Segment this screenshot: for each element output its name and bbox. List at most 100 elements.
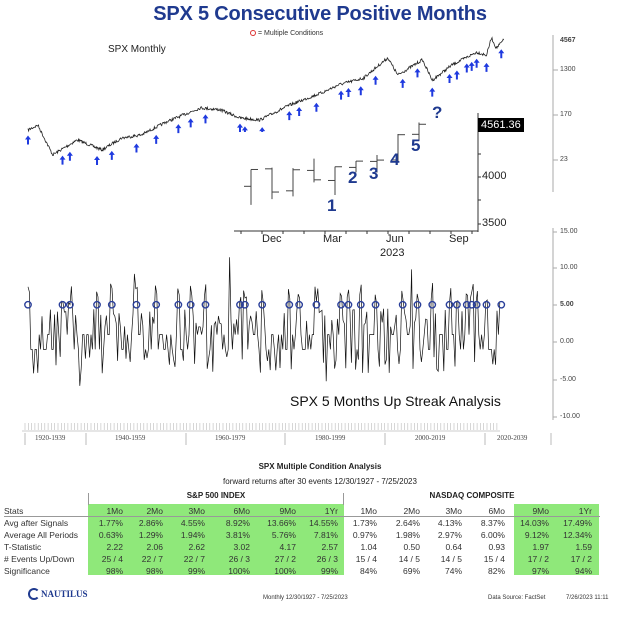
signal-circle [312, 300, 321, 309]
table-cell: 0.63% [98, 530, 123, 540]
table-cell: 22 / 7 [183, 554, 205, 564]
table-cell: 15 / 4 [483, 554, 505, 564]
inset-x-tick: Jun [386, 233, 404, 245]
table-cell: 4.17 [279, 542, 296, 552]
table-cell: 0.64 [445, 542, 462, 552]
table-cell: 17 / 2 [527, 554, 549, 564]
table-cell: 4.13% [437, 518, 462, 528]
legend: = Multiple Conditions [250, 30, 323, 37]
table-cell: 0.97% [352, 530, 377, 540]
signal-arrow-icon [453, 70, 460, 80]
table-subtitle: forward returns after 30 events 12/30/19… [223, 477, 417, 486]
chart-title: SPX 5 Consecutive Positive Months [153, 3, 487, 25]
table-cell: 99% [187, 566, 205, 576]
signal-arrow-icon [241, 126, 248, 136]
signal-circle [413, 300, 422, 309]
signal-circle [107, 300, 116, 309]
table-cell: 2.97% [437, 530, 462, 540]
table-cell: 1.94% [180, 530, 205, 540]
table-cell: 6.00% [480, 530, 505, 540]
table-cell: 27 / 2 [274, 554, 296, 564]
table-cell: 94% [574, 566, 592, 576]
table-cell: 1.29% [138, 530, 163, 540]
signal-arrow-icon [153, 134, 160, 144]
osc-chart-title: SPX 5 Months Up Streak Analysis [290, 393, 501, 409]
table-cell: 1.04 [360, 542, 377, 552]
signal-circle [462, 300, 471, 309]
inset-x-tick: Dec [262, 233, 282, 245]
table-cell: 100% [228, 566, 250, 576]
column-header: 6Mo [488, 506, 505, 516]
osc-y-tick: 15.00 [560, 228, 578, 235]
table-cell: 17 / 2 [570, 554, 592, 564]
table-cell: 14 / 5 [398, 554, 420, 564]
signal-arrow-icon [345, 87, 352, 97]
legend-label: = Multiple Conditions [258, 30, 324, 37]
signal-arrow-icon [338, 90, 345, 100]
table-cell: 0.50 [403, 542, 420, 552]
column-header: 9Mo [279, 506, 296, 516]
table-cell: 22 / 7 [141, 554, 163, 564]
column-header: 1Yr [578, 506, 592, 516]
streak-count-label: 1 [327, 196, 337, 215]
streak-oscillator-line [27, 257, 501, 386]
signal-circle [472, 300, 481, 309]
signal-arrow-icon [414, 68, 421, 78]
signal-circle [344, 300, 353, 309]
circle-marker-icon [250, 30, 256, 36]
table-cell: 8.37% [480, 518, 505, 528]
logo-text: NAUTILUS [41, 589, 88, 599]
signal-arrow-icon [59, 155, 66, 165]
inset-y-tick: 4000 [482, 170, 507, 182]
signal-circle [428, 300, 437, 309]
osc-y-tick: 0.00 [560, 338, 574, 345]
table-cell: 1.97 [532, 542, 549, 552]
row-label: # Events Up/Down [4, 554, 75, 564]
signal-circle [236, 300, 244, 309]
table-cell: 26 / 3 [316, 554, 338, 564]
table-title: SPX Multiple Condition Analysis [258, 462, 382, 471]
signal-circle [241, 300, 249, 309]
table-cell: 8.92% [225, 518, 250, 528]
signal-arrow-icon [236, 123, 243, 133]
decade-label: 2020-2039 [497, 434, 528, 442]
table-cell: 1.98% [395, 530, 420, 540]
signal-circle [482, 300, 491, 309]
column-header: 1Mo [360, 506, 377, 516]
signal-circle [58, 300, 67, 309]
streak-count-label: 3 [369, 164, 379, 183]
signal-arrow-icon [94, 156, 101, 166]
signal-arrow-icon [133, 143, 140, 153]
signal-circle [497, 300, 506, 309]
footer-timestamp: 7/26/2023 11:11 [566, 595, 609, 601]
top-y-tick: 170 [560, 111, 572, 118]
table-cell: 4.55% [180, 518, 205, 528]
decade-label: 1980-1999 [315, 434, 346, 442]
signal-circle [398, 300, 407, 309]
signal-arrow-icon [286, 111, 293, 121]
last-price-label: 4561.36 [478, 118, 524, 132]
table-cell: 84% [359, 566, 377, 576]
footer-source: Data Source: FactSet [488, 595, 546, 601]
table-cell: 7.81% [313, 530, 338, 540]
signal-arrow-icon [399, 78, 406, 88]
signal-arrow-icon [202, 114, 209, 124]
group-header-nasdaq: NASDAQ COMPOSITE [429, 491, 515, 500]
column-header: 2Mo [146, 506, 163, 516]
signal-arrow-icon [372, 75, 379, 85]
signal-circle [445, 300, 454, 309]
table-cell: 14 / 5 [440, 554, 462, 564]
signal-circle [467, 300, 476, 309]
top-y-tick: 4567 [560, 37, 576, 44]
table-cell: 98% [145, 566, 163, 576]
signal-circle [174, 300, 183, 309]
signal-arrow-icon [25, 135, 31, 145]
signal-circle [186, 300, 195, 309]
top-y-tick: 23 [560, 156, 568, 163]
column-header: 9Mo [532, 506, 549, 516]
top-y-tick: 1300 [560, 66, 576, 73]
table-cell: 82% [487, 566, 505, 576]
streak-count-label: 2 [348, 168, 358, 187]
osc-y-tick: 5.00 [560, 301, 574, 308]
signal-arrow-icon [429, 87, 436, 97]
